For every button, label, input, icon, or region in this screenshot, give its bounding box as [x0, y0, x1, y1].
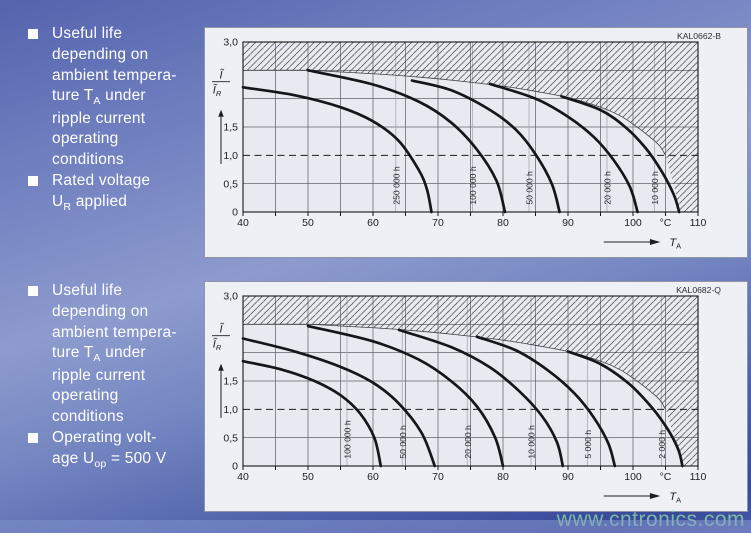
curve-label: 20 000 h	[603, 171, 613, 205]
curve-label: 10 000 h	[650, 171, 660, 205]
x-tick-label: 50	[302, 471, 314, 483]
life-curve	[241, 337, 437, 468]
x-tick-label: 50	[302, 217, 314, 229]
x-tick-label: 70	[432, 217, 444, 229]
curve-label: 20 000 h	[463, 425, 473, 459]
x-tick-label: 100	[624, 217, 642, 229]
x-tick-label: °C	[660, 217, 672, 229]
y-axis-label-numerator: Ĩ	[219, 69, 224, 82]
x-tick-label: 80	[497, 471, 509, 483]
y-tick-label: 0	[232, 461, 238, 473]
note-line: Useful life	[52, 282, 123, 299]
note-line: ambient tempera-	[52, 323, 177, 341]
useful-life-chart-500v: 100 000 h 50 000 h 20 000 h 10 000 h 5 000 h…	[204, 281, 748, 512]
y-tick-label: 0,5	[223, 432, 238, 444]
note-bullet: Useful life depending on ambient tempera-t…	[28, 281, 206, 428]
y-axis-label-denominator: ĨR	[213, 338, 222, 353]
bullet-square-icon	[28, 432, 38, 443]
curve-label: 50 000 h	[398, 425, 408, 459]
curve-label: 250 000 h	[391, 166, 401, 204]
note-line: operating	[52, 387, 119, 405]
forbidden-region-boundary	[242, 69, 666, 156]
note-block-rated-voltage: Useful life depending on ambient tempera-t…	[28, 24, 206, 214]
x-tick-label: 70	[432, 471, 444, 483]
x-tick-label: 90	[562, 217, 574, 229]
curve-label: 100 000 h	[468, 166, 478, 204]
x-tick-label: 60	[367, 471, 379, 483]
x-tick-label: 110	[690, 217, 707, 229]
bullet-square-icon	[28, 175, 38, 186]
curve-label: 5 000 h	[583, 430, 593, 459]
life-curve	[306, 324, 505, 468]
note-line: ambient tempera-	[52, 66, 177, 84]
y-axis-arrow-icon	[218, 363, 224, 371]
note-line: ture TA under	[52, 87, 146, 108]
note-line: ripple current	[52, 109, 146, 127]
note-line: UR applied	[52, 192, 128, 213]
y-tick-label: 1,5	[223, 376, 238, 388]
note-line: depending on	[52, 302, 149, 320]
note-bullet: Useful life depending on ambient tempera-t…	[28, 24, 206, 171]
chart-id-label: KAL0662-B	[677, 31, 721, 41]
y-tick-label: 1,0	[223, 404, 238, 416]
x-tick-label: 80	[497, 217, 509, 229]
life-curve	[475, 335, 617, 468]
life-curve	[560, 95, 681, 214]
curve-label: 10 000 h	[526, 425, 536, 459]
y-axis-label-denominator: ĨR	[213, 84, 222, 99]
y-tick-label: 0,5	[223, 178, 238, 190]
x-tick-label: 40	[237, 217, 249, 229]
y-axis-label-numerator: Ĩ	[219, 323, 224, 336]
note-line: conditions	[52, 151, 124, 169]
x-tick-label: 60	[367, 217, 379, 229]
life-curve	[397, 328, 565, 468]
x-axis-label: TA	[669, 237, 681, 251]
chart-id-label: KAL0682-Q	[676, 285, 721, 295]
note-line: ture TA under	[52, 344, 146, 365]
useful-life-chart-rated-voltage: 250 000 h 100 000 h 50 000 h 20 000 h 10 000…	[204, 27, 748, 258]
y-tick-label: 1,0	[223, 150, 238, 162]
chart-svg-KAL0682-Q: 100 000 h 50 000 h 20 000 h 10 000 h 5 000 h…	[212, 285, 721, 505]
note-line: ripple current	[52, 366, 146, 384]
curve-label: 2 000 h	[657, 430, 667, 459]
bullet-square-icon	[28, 29, 38, 39]
y-tick-label: 3,0	[223, 291, 238, 303]
x-tick-label: 40	[237, 471, 249, 483]
x-tick-label: 110	[690, 471, 707, 483]
note-bullet: Rated voltage UR applied	[28, 171, 206, 214]
life-curve	[306, 68, 507, 214]
note-line: age Uop = 500 V	[52, 449, 167, 470]
forbidden-region-hatch	[243, 42, 698, 212]
forbidden-region-hatch	[243, 296, 698, 466]
life-curve	[566, 350, 684, 468]
note-line: Operating volt-	[52, 428, 157, 446]
forbidden-region-boundary	[242, 323, 666, 410]
x-tick-label: 100	[624, 471, 642, 483]
note-line: conditions	[52, 408, 124, 426]
x-tick-label: 90	[562, 471, 574, 483]
bullet-square-icon	[28, 286, 38, 296]
note-line: Rated voltage	[52, 171, 151, 189]
y-tick-label: 3,0	[223, 37, 238, 49]
note-line: depending on	[52, 45, 149, 63]
x-axis-label: TA	[669, 491, 681, 505]
x-tick-label: °C	[660, 471, 672, 483]
y-tick-label: 1,5	[223, 122, 238, 134]
chart-svg-KAL0662-B: 250 000 h 100 000 h 50 000 h 20 000 h 10 000…	[212, 31, 721, 251]
note-block-operating-voltage: Useful life depending on ambient tempera-t…	[28, 281, 206, 471]
watermark-text: www.cntronics.com	[556, 508, 745, 531]
note-bullet: Operating volt-age Uop = 500 V	[28, 428, 206, 471]
note-line: Useful life	[52, 25, 123, 42]
y-axis-arrow-icon	[218, 109, 224, 117]
curve-label: 50 000 h	[525, 171, 535, 205]
curve-label: 100 000 h	[343, 420, 353, 458]
life-curve	[241, 85, 433, 214]
life-curve	[241, 359, 383, 468]
life-curve	[410, 79, 561, 214]
life-curve	[488, 82, 639, 214]
note-line: operating	[52, 130, 119, 148]
y-tick-label: 0	[232, 207, 238, 219]
